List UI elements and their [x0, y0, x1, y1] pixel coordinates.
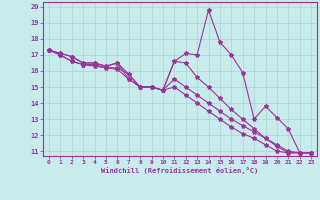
X-axis label: Windchill (Refroidissement éolien,°C): Windchill (Refroidissement éolien,°C): [101, 167, 259, 174]
